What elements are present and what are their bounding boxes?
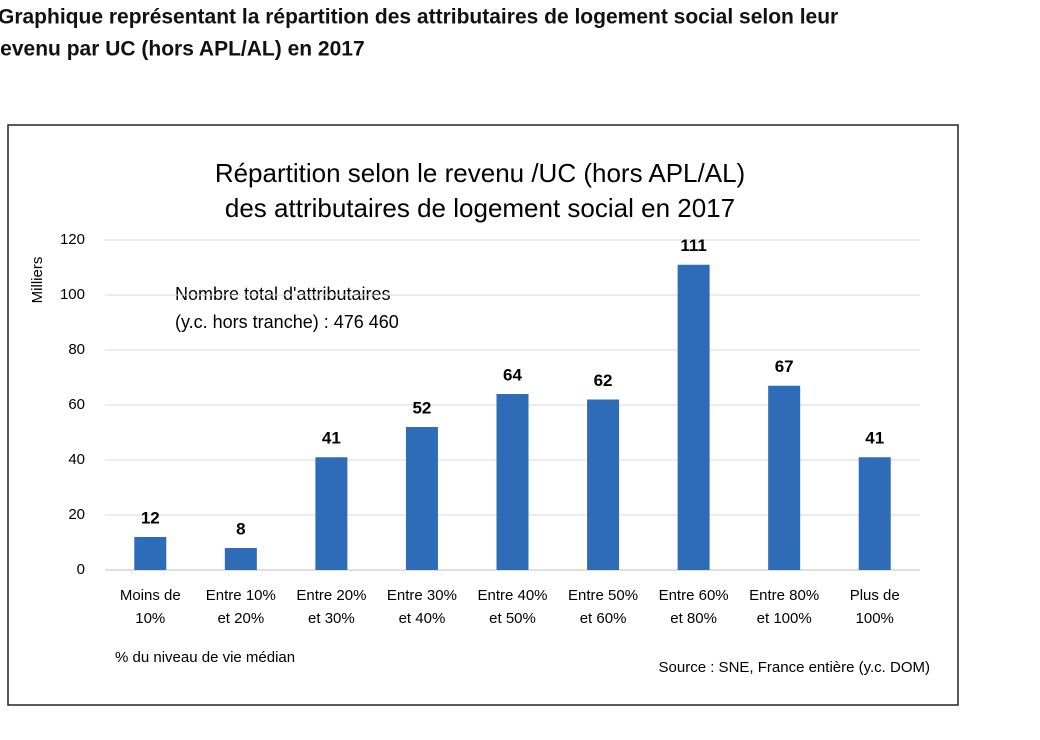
bar bbox=[768, 385, 801, 570]
data-label: 111 bbox=[680, 236, 707, 255]
data-label: 41 bbox=[865, 429, 884, 448]
data-label: 67 bbox=[775, 357, 794, 376]
data-label: 12 bbox=[141, 508, 160, 527]
x-tick-label: Entre 40% bbox=[477, 587, 547, 604]
y-tick-label: 0 bbox=[77, 561, 85, 578]
x-tick-label: et 100% bbox=[757, 610, 812, 627]
data-label: 62 bbox=[594, 371, 613, 390]
x-tick-label: et 50% bbox=[489, 610, 536, 627]
x-tick-label: 100% bbox=[856, 610, 894, 627]
chart-title: Répartition selon le revenu /UC (hors AP… bbox=[215, 158, 745, 188]
bar bbox=[315, 457, 348, 570]
x-tick-label: et 20% bbox=[217, 610, 264, 627]
data-label: 8 bbox=[236, 519, 245, 538]
x-tick-label: et 80% bbox=[670, 610, 717, 627]
y-tick-label: 20 bbox=[68, 506, 85, 523]
caption: Graphique représentant la répartition de… bbox=[0, 6, 838, 29]
bar bbox=[405, 427, 438, 570]
x-tick-label: Entre 30% bbox=[387, 587, 457, 604]
data-label: 52 bbox=[412, 398, 431, 417]
x-tick-label: 10% bbox=[135, 610, 165, 627]
y-tick-label: 40 bbox=[68, 451, 85, 468]
annotation: Nombre total d'attributaires bbox=[175, 284, 391, 304]
x-tick-label: Entre 10% bbox=[206, 587, 276, 604]
x-tick-label: Entre 50% bbox=[568, 587, 638, 604]
x-tick-label: Entre 80% bbox=[749, 587, 819, 604]
y-tick-label: 60 bbox=[68, 396, 85, 413]
bar bbox=[677, 264, 710, 570]
bar bbox=[224, 548, 257, 570]
x-tick-label: Entre 60% bbox=[659, 587, 729, 604]
bar bbox=[858, 457, 891, 570]
source: Source : SNE, France entière (y.c. DOM) bbox=[659, 659, 930, 676]
y-tick-label: 120 bbox=[60, 231, 85, 248]
data-label: 64 bbox=[503, 365, 522, 384]
y-tick-label: 100 bbox=[60, 286, 85, 303]
y-axis-label: Milliers bbox=[29, 257, 46, 304]
x-tick-label: Entre 20% bbox=[296, 587, 366, 604]
x-tick-label: et 40% bbox=[399, 610, 446, 627]
x-axis-label: % du niveau de vie médian bbox=[115, 649, 295, 666]
x-tick-label: et 30% bbox=[308, 610, 355, 627]
x-tick-label: et 60% bbox=[580, 610, 627, 627]
bar bbox=[587, 399, 620, 570]
annotation: (y.c. hors tranche) : 476 460 bbox=[175, 312, 399, 332]
y-tick-label: 80 bbox=[68, 341, 85, 358]
x-tick-label: Moins de bbox=[120, 587, 181, 604]
chart-title: des attributaires de logement social en … bbox=[225, 193, 735, 223]
data-label: 41 bbox=[322, 429, 341, 448]
bar bbox=[134, 537, 167, 570]
x-tick-label: Plus de bbox=[850, 587, 900, 604]
bar bbox=[496, 394, 529, 570]
caption: revenu par UC (hors APL/AL) en 2017 bbox=[0, 38, 365, 61]
